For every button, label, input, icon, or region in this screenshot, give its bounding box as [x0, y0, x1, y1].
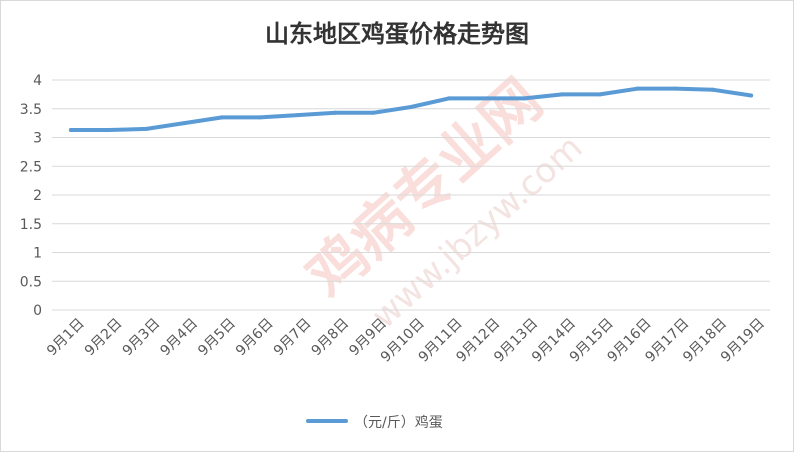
- y-tick-label: 1: [33, 246, 42, 262]
- y-axis-ticks: 0 0.5 1 1.5 2 2.5 3 3.5 4: [20, 73, 42, 319]
- data-point: [749, 93, 754, 98]
- x-tick-label: 9月7日: [271, 316, 315, 360]
- grid-lines: [52, 79, 770, 311]
- x-tick-label: 9月6日: [233, 316, 277, 360]
- data-point: [220, 115, 225, 120]
- x-tick-label: 9月1日: [44, 316, 88, 360]
- y-tick-label: 4: [33, 73, 42, 89]
- y-tick-label: 2.5: [20, 159, 42, 175]
- data-point: [409, 105, 413, 110]
- legend: （元/斤）鸡蛋: [306, 414, 443, 431]
- legend-label: （元/斤）鸡蛋: [354, 414, 443, 431]
- data-point: [371, 110, 376, 115]
- x-tick-label: 9月4日: [157, 316, 201, 360]
- data-point: [635, 86, 640, 91]
- y-tick-label: 0: [33, 303, 42, 319]
- data-point: [673, 86, 678, 91]
- data-point: [106, 128, 111, 133]
- data-point: [446, 96, 451, 101]
- x-tick-label: 9月2日: [82, 316, 126, 360]
- y-tick-label: 3: [33, 131, 42, 147]
- data-point: [711, 87, 716, 92]
- x-tick-label: 9月5日: [195, 316, 239, 360]
- data-point: [144, 126, 149, 131]
- y-tick-label: 3.5: [20, 102, 42, 118]
- data-point: [333, 110, 338, 115]
- series-line: [68, 86, 754, 132]
- chart-title: 山东地区鸡蛋价格走势图: [265, 19, 529, 48]
- watermark: 鸡病专业网 www.jbzyw.com: [294, 66, 590, 337]
- data-point: [68, 128, 73, 133]
- data-point: [257, 115, 262, 120]
- x-tick-label: 9月8日: [309, 316, 353, 360]
- series-layer: [68, 86, 754, 133]
- y-tick-label: 1.5: [20, 217, 42, 233]
- data-point: [522, 96, 527, 101]
- data-point: [484, 96, 489, 101]
- y-tick-label: 2: [33, 188, 42, 204]
- data-point: [182, 121, 187, 126]
- data-point: [560, 92, 565, 97]
- y-tick-label: 0.5: [20, 274, 42, 290]
- x-tick-label: 9月3日: [120, 316, 164, 360]
- data-point: [295, 113, 300, 118]
- data-point: [597, 92, 602, 97]
